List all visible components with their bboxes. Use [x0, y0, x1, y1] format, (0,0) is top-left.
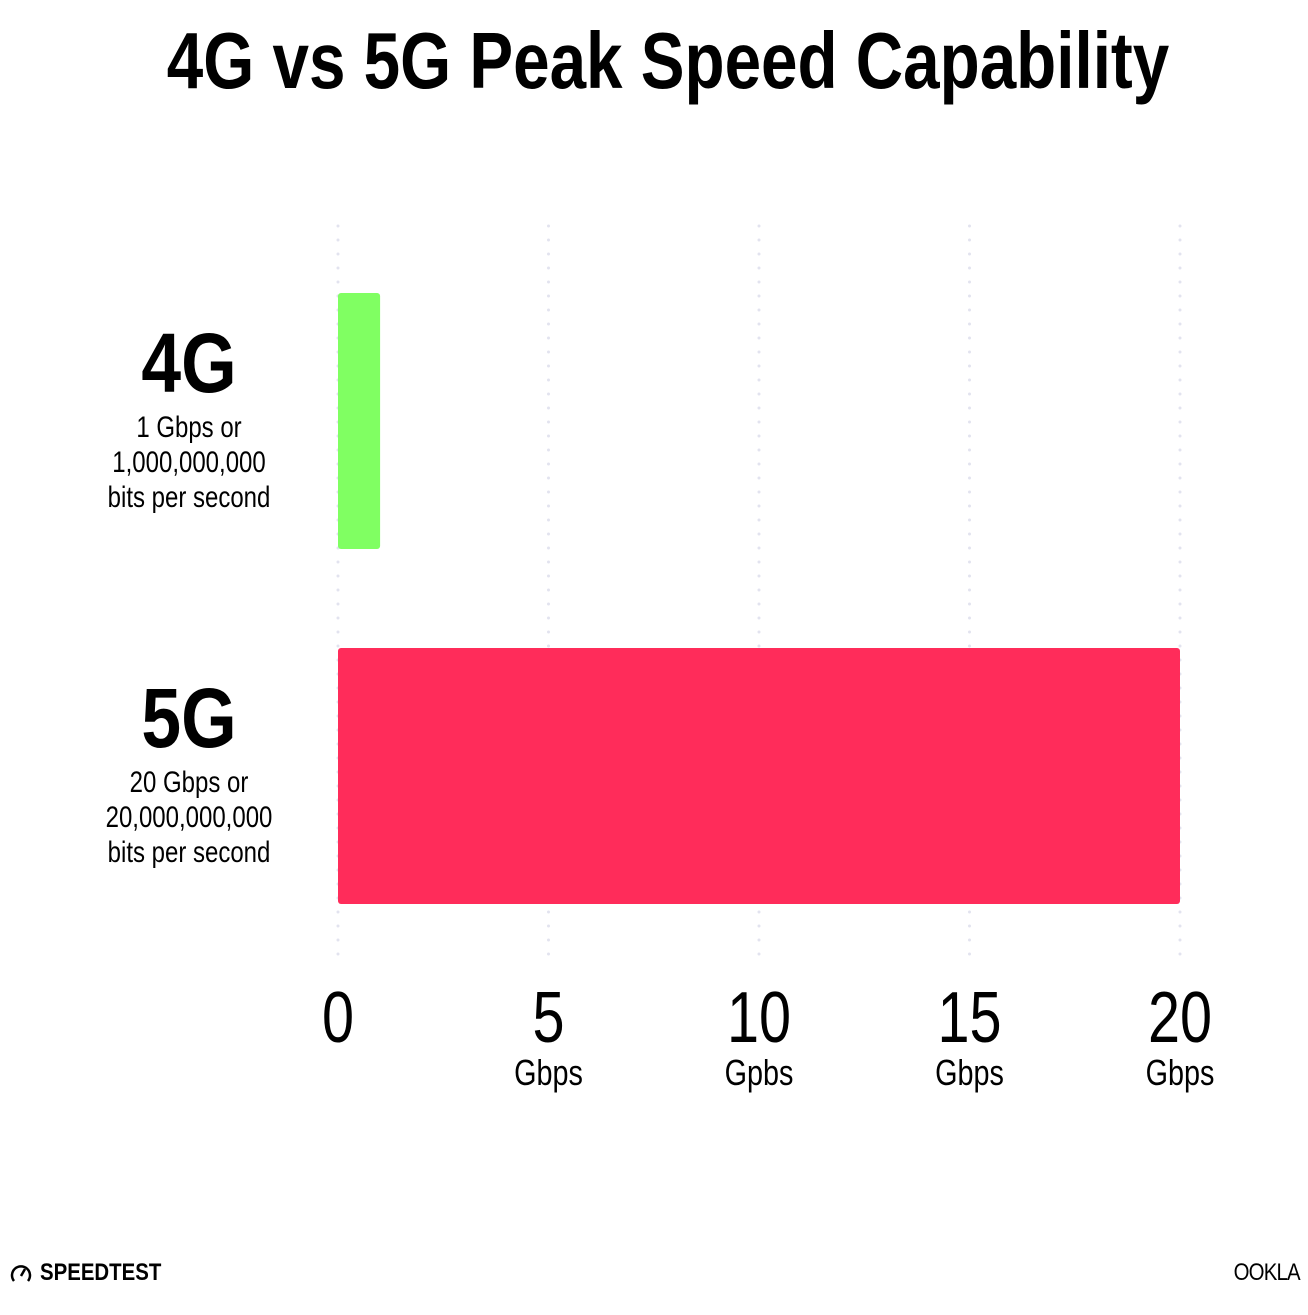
speedtest-wordmark: SPEEDTEST: [40, 1259, 162, 1286]
category-sublabel: 1 Gbps or: [136, 409, 241, 443]
x-tick-label: 0: [322, 977, 354, 1058]
category-sublabel: 1,000,000,000: [112, 444, 265, 478]
speedtest-logo: SPEEDTEST: [8, 1259, 183, 1287]
bars: [338, 293, 1180, 904]
x-tick-label: 15: [937, 977, 1001, 1058]
x-tick-label: 10: [727, 977, 791, 1058]
grid: [336, 224, 1182, 957]
x-tick-label: 5: [532, 977, 564, 1058]
x-tick-label: 20: [1148, 977, 1212, 1058]
ookla-logo: OOKLA: [1233, 1259, 1301, 1286]
speedometer-icon: [10, 1265, 32, 1282]
x-tick-unit: Gbps: [1146, 1052, 1215, 1093]
category-label: 4G: [141, 315, 236, 410]
category-sublabel: bits per second: [108, 479, 271, 513]
category-sublabel: 20 Gbps or: [130, 764, 249, 798]
category-label: 5G: [141, 670, 236, 765]
x-tick-unit: Gpbs: [725, 1052, 794, 1093]
category-sublabel: bits per second: [108, 834, 271, 868]
bar-5g: [338, 648, 1180, 904]
category-sublabel: 20,000,000,000: [106, 799, 273, 833]
chart-title: 4G vs 5G Peak Speed Capability: [167, 16, 1170, 106]
x-tick-unit: Gbps: [514, 1052, 583, 1093]
x-tick-unit: Gbps: [935, 1052, 1004, 1093]
bar-4g: [338, 293, 381, 549]
